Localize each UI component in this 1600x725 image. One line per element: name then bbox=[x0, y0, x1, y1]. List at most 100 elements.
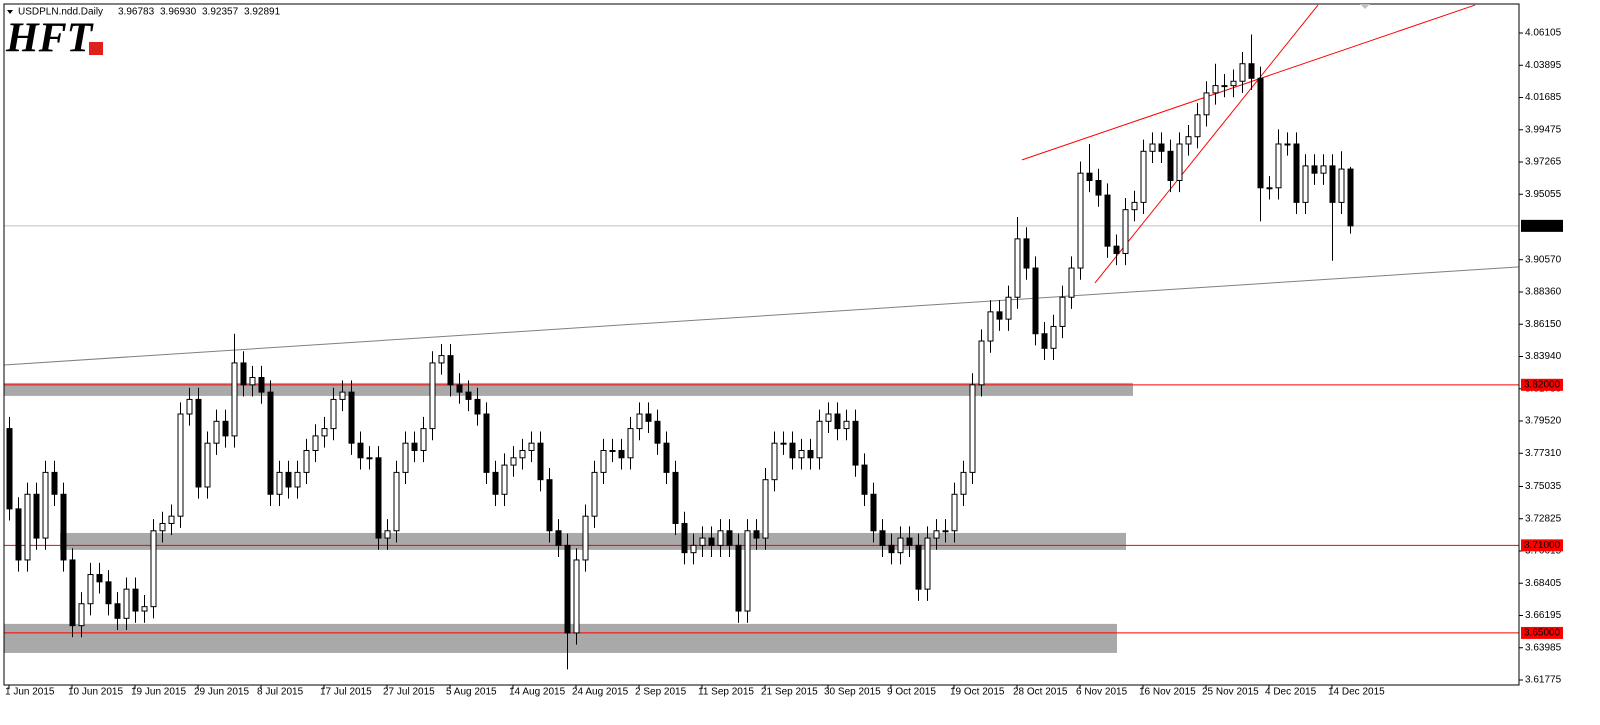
candle-body bbox=[249, 377, 256, 386]
candle-body bbox=[168, 515, 175, 524]
candle-body bbox=[456, 384, 463, 393]
candle-body bbox=[1104, 194, 1111, 247]
candle-body bbox=[582, 515, 589, 561]
candle-body bbox=[492, 471, 499, 495]
candle-body bbox=[69, 559, 76, 627]
candle-body bbox=[807, 449, 814, 459]
candle-body bbox=[1158, 143, 1165, 152]
candle-body bbox=[942, 530, 949, 533]
candle-body bbox=[465, 391, 472, 400]
trend-line bbox=[1021, 4, 1476, 161]
frame bbox=[3, 3, 1520, 686]
candle-body bbox=[114, 603, 121, 619]
x-tick-label: 27 Jul 2015 bbox=[383, 687, 435, 698]
candle-body bbox=[546, 479, 553, 532]
ohlc-high: 3.96930 bbox=[160, 7, 197, 18]
candle-body bbox=[1041, 333, 1048, 349]
zone bbox=[4, 382, 1133, 396]
y-tick-label: 4.03895 bbox=[1525, 60, 1562, 71]
y-tick-label: 3.88360 bbox=[1525, 287, 1562, 298]
candle-body bbox=[438, 355, 445, 364]
candle-body bbox=[933, 530, 940, 539]
candle-body bbox=[924, 537, 931, 590]
candle-body bbox=[1230, 80, 1237, 87]
candle-body bbox=[87, 574, 94, 605]
candle-body bbox=[285, 471, 292, 488]
menu-arrow[interactable] bbox=[7, 10, 13, 14]
candle-body bbox=[60, 493, 67, 561]
candle-body bbox=[483, 413, 490, 473]
candle-body bbox=[105, 581, 112, 605]
candle-body bbox=[141, 606, 148, 612]
candle-body bbox=[618, 449, 625, 459]
candle-body bbox=[402, 442, 409, 473]
candle-body bbox=[600, 449, 607, 473]
candle-body bbox=[852, 420, 859, 466]
x-tick-label: 14 Dec 2015 bbox=[1328, 687, 1385, 698]
candle-body bbox=[708, 537, 715, 546]
x-tick-label: 21 Sep 2015 bbox=[761, 687, 818, 698]
x-tick-label: 29 Jun 2015 bbox=[194, 687, 249, 698]
candle-body bbox=[1185, 136, 1192, 145]
zone bbox=[4, 623, 1117, 653]
trend-line bbox=[3, 266, 1520, 366]
candle-body bbox=[1005, 296, 1012, 320]
candle-body bbox=[384, 530, 391, 539]
candle-body bbox=[357, 442, 364, 459]
candle-body bbox=[429, 362, 436, 430]
candle-body bbox=[24, 493, 31, 561]
candle-body bbox=[780, 442, 787, 445]
symbol: USDPLN.ndd.Daily bbox=[18, 7, 103, 18]
candle-body bbox=[204, 442, 211, 488]
y-tick-label: 3.68405 bbox=[1525, 578, 1562, 589]
y-tick-label: 3.66195 bbox=[1525, 610, 1562, 621]
candle-body bbox=[132, 588, 139, 612]
x-tick-label: 24 Aug 2015 bbox=[572, 687, 629, 698]
candle-body bbox=[735, 544, 742, 612]
candle-body bbox=[1032, 267, 1039, 335]
candle-body bbox=[150, 530, 157, 608]
candle-body bbox=[627, 428, 634, 459]
y-tick-label: 3.83940 bbox=[1525, 351, 1562, 362]
level-label: 3.65000 bbox=[1524, 628, 1561, 639]
candle-body bbox=[321, 428, 328, 437]
candle-body bbox=[789, 442, 796, 459]
candle-body bbox=[834, 413, 841, 430]
candle-body bbox=[1086, 172, 1093, 181]
level-label-box bbox=[1521, 539, 1563, 552]
candle-body bbox=[861, 464, 868, 495]
y-tick-label: 3.90570 bbox=[1525, 254, 1562, 265]
candle-body bbox=[537, 442, 544, 481]
candle-body bbox=[312, 435, 319, 451]
candle-body bbox=[186, 398, 193, 415]
candle-body bbox=[996, 311, 1003, 320]
candle-body bbox=[573, 559, 580, 634]
candle-body bbox=[816, 420, 823, 459]
y-tick-label: 3.99475 bbox=[1525, 124, 1562, 135]
candle-body bbox=[771, 442, 778, 481]
candle-body bbox=[960, 471, 967, 495]
candle-body bbox=[564, 544, 571, 634]
price-label-box bbox=[1521, 219, 1563, 232]
candle-body bbox=[1284, 143, 1291, 146]
candle-body bbox=[1221, 85, 1228, 88]
x-tick-label: 4 Dec 2015 bbox=[1265, 687, 1317, 698]
candle-body bbox=[1239, 63, 1246, 82]
candle-body bbox=[339, 391, 346, 400]
candle-body bbox=[870, 493, 877, 532]
candle-body bbox=[303, 449, 310, 473]
candle-body bbox=[951, 493, 958, 532]
candle-body bbox=[879, 530, 886, 546]
candle-body bbox=[1014, 238, 1021, 298]
candle-body bbox=[798, 449, 805, 459]
candle-body bbox=[699, 537, 706, 546]
candle-body bbox=[123, 588, 130, 619]
candle-body bbox=[663, 442, 670, 473]
candle-body bbox=[294, 471, 301, 488]
candle-body bbox=[1131, 201, 1138, 211]
y-tick-label: 3.86150 bbox=[1525, 319, 1562, 330]
candle-body bbox=[1176, 143, 1183, 181]
candle-body bbox=[177, 413, 184, 517]
